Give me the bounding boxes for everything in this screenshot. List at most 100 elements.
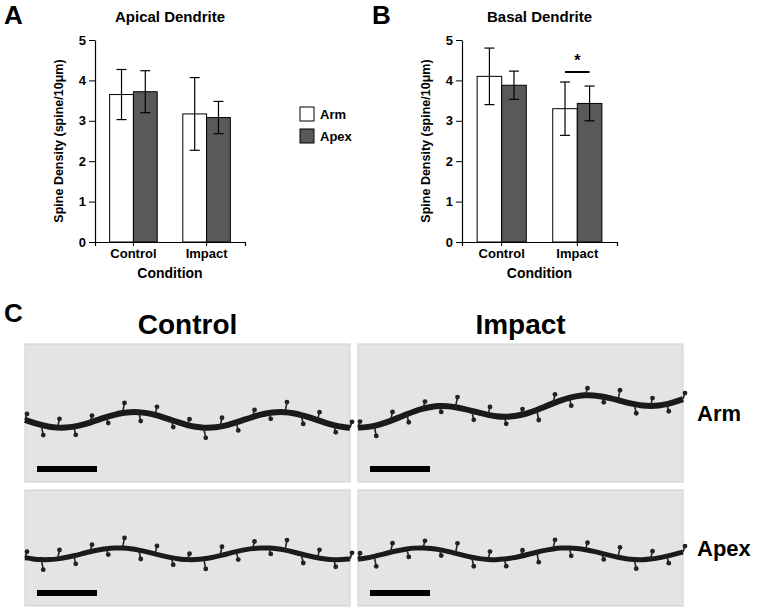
tick-mark (456, 80, 462, 81)
spine-head (666, 409, 671, 414)
tick-label: 2 (446, 154, 453, 169)
tick: 1 (79, 194, 95, 209)
chart-panel: 012345ControlImpactBasal DendriteConditi… (372, 0, 618, 281)
tick-label: 0 (446, 235, 453, 250)
spine-head (439, 410, 444, 415)
scale-bar (370, 466, 430, 472)
tick: 2 (446, 154, 462, 169)
legend-swatch (300, 129, 314, 143)
bar (577, 103, 602, 242)
spine-head (618, 388, 623, 393)
spine-head (455, 541, 460, 546)
tick: 1 (446, 194, 462, 209)
dendrite (25, 412, 350, 428)
bar (207, 118, 231, 242)
spine-head (683, 544, 688, 549)
spine-head (634, 411, 639, 416)
tick-label: 5 (446, 33, 453, 48)
scale-bar (37, 466, 97, 472)
spine-head (390, 410, 395, 415)
spine-head (106, 552, 111, 557)
x-axis: ControlImpact (463, 242, 618, 261)
spine-head (57, 548, 62, 553)
tick-label: 5 (79, 33, 86, 48)
plot-marks (477, 48, 602, 242)
spine-head (317, 410, 322, 415)
significance-bracket (565, 71, 590, 73)
spine-head (374, 564, 379, 569)
spine-head (585, 540, 590, 545)
spine-head (301, 561, 306, 566)
x-axis-title: Condition (137, 265, 202, 281)
tick-label: 2 (79, 154, 86, 169)
spine-head (553, 392, 558, 397)
spine-head (488, 405, 493, 410)
spine-head (138, 557, 143, 562)
spine-head (536, 418, 541, 423)
spine-head (203, 567, 208, 572)
spine-head (122, 401, 127, 406)
spine-head (171, 425, 176, 430)
tick: 0 (446, 235, 462, 250)
spine-head (358, 551, 363, 556)
spine-head (439, 553, 444, 558)
plot-marks (110, 69, 231, 242)
x-axis: ControlImpact (96, 242, 246, 261)
spine-head (423, 538, 428, 543)
tick: Impact (186, 242, 229, 261)
spine-head (90, 413, 95, 418)
micrograph (25, 490, 355, 606)
tick-mark (89, 80, 95, 81)
tick: 5 (446, 33, 462, 48)
legend-item: Apex (300, 129, 353, 144)
spine-head (236, 428, 241, 433)
y-axis-title: Spine Density (spine/10μm) (419, 59, 433, 222)
bar (133, 92, 157, 242)
error-bar (484, 48, 494, 105)
row-label: Arm (697, 401, 741, 426)
tick-mark (456, 40, 462, 41)
spine-head (155, 404, 160, 409)
tick: 4 (79, 73, 95, 88)
legend: Arm Apex (300, 107, 353, 144)
spine-head (73, 432, 78, 437)
spine-head (455, 395, 460, 400)
row-label: Apex (697, 536, 752, 561)
spine-head (683, 391, 688, 396)
spine-head (90, 542, 95, 547)
spine-head (618, 545, 623, 550)
tick: 3 (79, 113, 95, 128)
error-bar (509, 71, 519, 99)
legend-label: Arm (320, 107, 346, 122)
spine-head (268, 416, 273, 421)
dendrite (358, 395, 683, 427)
spine-head (252, 408, 257, 413)
spine-head (203, 435, 208, 440)
legend-swatch (300, 107, 314, 121)
spine-head (650, 396, 655, 401)
spine-head (553, 537, 558, 542)
tick-label: 1 (79, 194, 86, 209)
tick-label: 4 (79, 73, 87, 88)
tick: 4 (446, 73, 462, 88)
dendrite (358, 548, 683, 560)
tick-mark (89, 202, 95, 203)
spine-head (187, 551, 192, 556)
spine-head (423, 399, 428, 404)
spine-head (536, 560, 541, 565)
tick: 5 (79, 33, 95, 48)
spine-head (155, 544, 160, 549)
image-panel: CControlImpactArmApex (4, 298, 752, 606)
spine-head (374, 434, 379, 439)
spine-head (666, 561, 671, 566)
y-axis: 012345 (79, 33, 96, 250)
y-axis: 012345 (446, 33, 463, 250)
y-axis-title: Spine Density (spine/10μm) (52, 59, 66, 222)
panel-letter: B (372, 0, 391, 30)
tick-mark (89, 161, 95, 162)
spine-head (471, 417, 476, 422)
spine-head (317, 547, 322, 552)
tick-label: Impact (186, 246, 229, 261)
spine-head (25, 549, 30, 554)
micrograph (358, 490, 688, 606)
